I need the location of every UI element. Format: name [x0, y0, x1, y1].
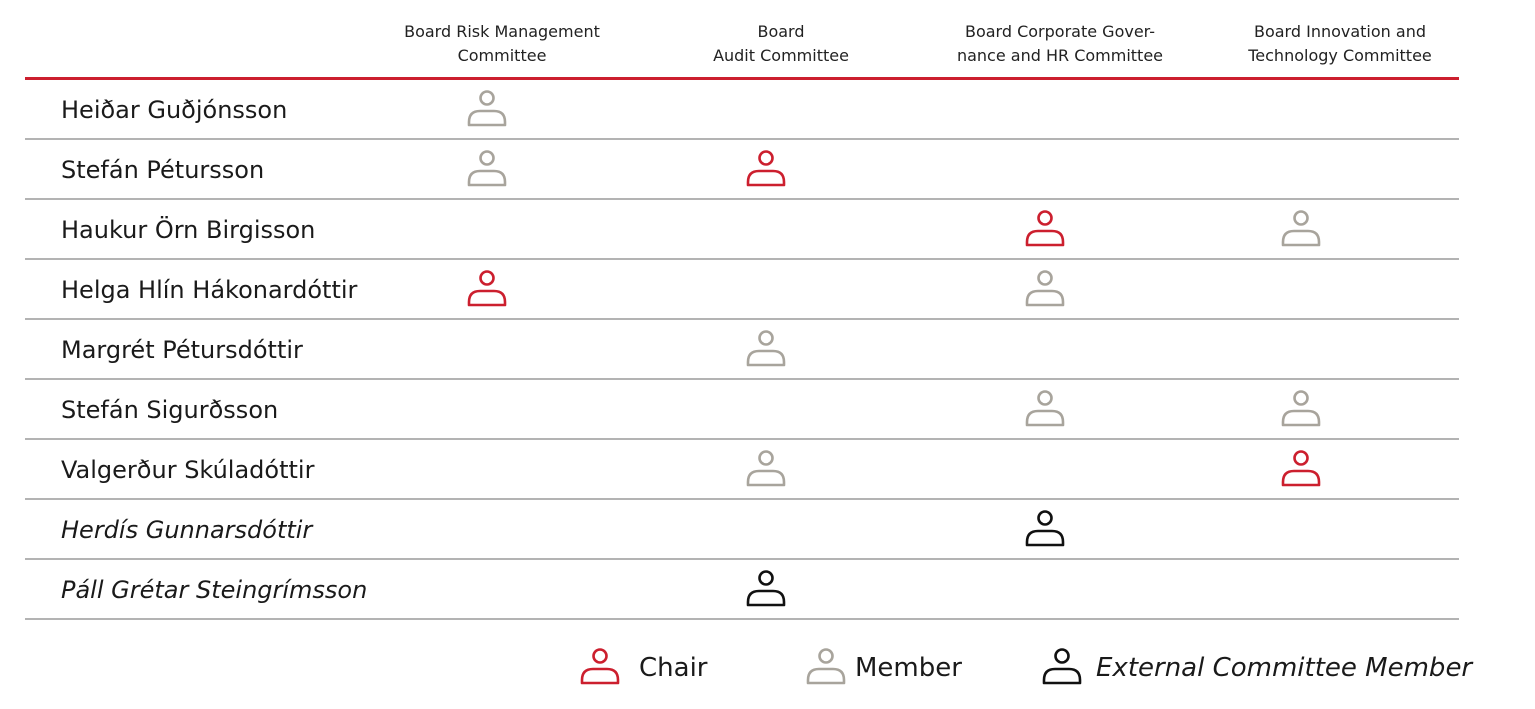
member-name: Heiðar Guðjónsson [61, 96, 288, 124]
member-name: Helga Hlín Hákonardóttir [61, 276, 358, 304]
column-header-audit: Board Audit Committee [713, 22, 849, 65]
member-person-icon [1024, 268, 1066, 312]
member-person-icon [745, 448, 787, 492]
member-name: Stefán Pétursson [61, 156, 265, 184]
member-name: Páll Grétar Steingrímsson [61, 576, 368, 604]
header-rule [25, 77, 1459, 80]
table-row: Helga Hlín Hákonardóttir [25, 260, 1459, 320]
table-header: Board Risk Management Committee Board Au… [0, 0, 1535, 78]
table-row: Stefán Sigurðsson [25, 380, 1459, 440]
chair-person-icon [466, 268, 508, 312]
member-person-icon [466, 148, 508, 192]
table-row: Margrét Pétursdóttir [25, 320, 1459, 380]
table-row: Stefán Pétursson [25, 140, 1459, 200]
table-row: Heiðar Guðjónsson [25, 80, 1459, 140]
member-person-icon [466, 88, 508, 132]
chair-person-icon [1280, 448, 1322, 492]
legend-chair-label: Chair [639, 653, 708, 683]
chair-person-icon [745, 148, 787, 192]
member-name: Herdís Gunnarsdóttir [61, 516, 313, 544]
member-person-icon [1280, 388, 1322, 432]
column-header-risk: Board Risk Management Committee [404, 22, 600, 65]
member-person-icon [1024, 388, 1066, 432]
member-person-icon [1280, 208, 1322, 252]
column-header-innovation: Board Innovation and Technology Committe… [1248, 22, 1432, 65]
legend: Chair Member External Committee Member [0, 642, 1535, 692]
member-name: Valgerður Skúladóttir [61, 456, 315, 484]
table-row: Valgerður Skúladóttir [25, 440, 1459, 500]
member-name: Haukur Örn Birgisson [61, 216, 316, 244]
external-person-icon [745, 568, 787, 612]
member-name: Stefán Sigurðsson [61, 396, 279, 424]
column-header-governance: Board Corporate Gover- nance and HR Comm… [956, 22, 1164, 65]
committee-table: Heiðar Guðjónsson Stefán Pétursson Haukur … [25, 80, 1459, 620]
legend-external-label: External Committee Member [1096, 653, 1473, 683]
table-row: Haukur Örn Birgisson [25, 200, 1459, 260]
table-row: Páll Grétar Steingrímsson [25, 560, 1459, 620]
member-name: Margrét Pétursdóttir [61, 336, 303, 364]
table-row: Herdís Gunnarsdóttir [25, 500, 1459, 560]
external-person-icon [1024, 508, 1066, 552]
member-person-icon [745, 328, 787, 372]
chair-person-icon [1024, 208, 1066, 252]
legend-member-label: Member [855, 653, 962, 683]
